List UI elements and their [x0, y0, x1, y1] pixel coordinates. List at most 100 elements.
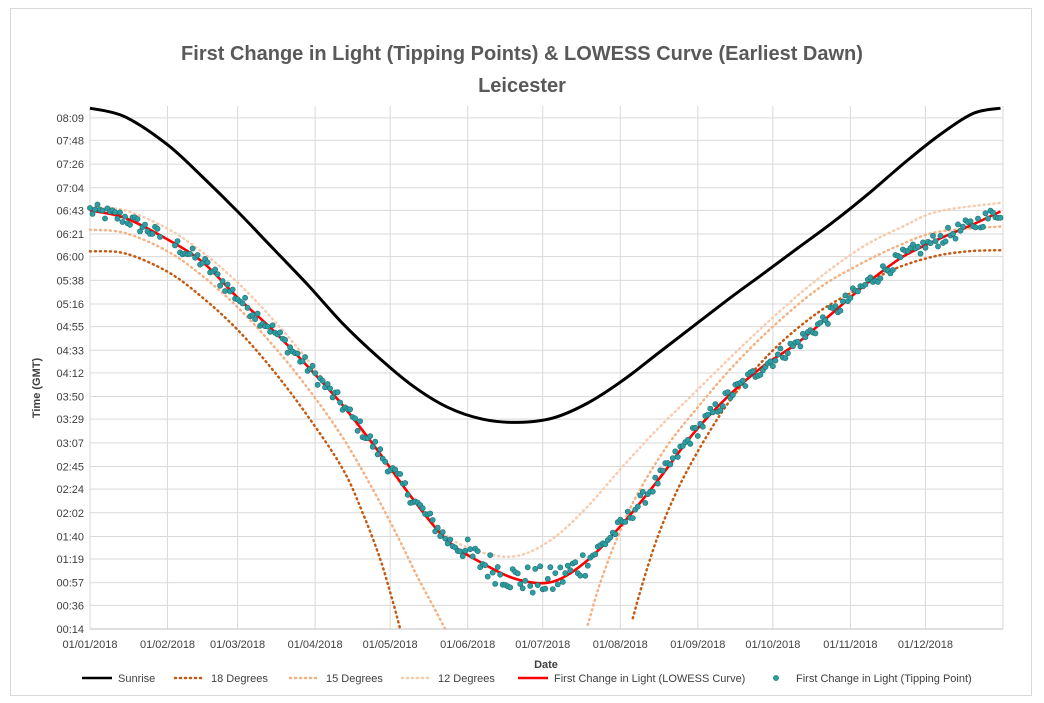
tipping-point-marker [369, 443, 376, 450]
grid-lines [89, 106, 1004, 630]
y-tick-label: 06:21 [56, 229, 84, 241]
tipping-point-marker [567, 567, 574, 573]
tipping-point-marker [552, 570, 559, 576]
tipping-point-marker [797, 343, 804, 350]
tipping-point-marker [730, 391, 736, 398]
tipping-point-marker [112, 209, 118, 216]
x-tick-label: 01/04/2018 [288, 639, 343, 651]
tipping-point-marker [474, 548, 481, 554]
tipping-point-marker [254, 310, 261, 317]
series-line-12-degrees [88, 201, 1002, 559]
tipping-point-marker [742, 383, 749, 389]
tipping-point-marker [239, 300, 246, 307]
tipping-point-marker [269, 322, 276, 329]
y-tick-label: 07:26 [56, 159, 84, 171]
tipping-point-marker [187, 250, 193, 257]
tipping-point-marker [945, 224, 951, 231]
tipping-point-marker [564, 562, 571, 569]
tipping-point-marker [775, 351, 781, 358]
tipping-point-marker [142, 221, 148, 228]
tipping-point-marker [374, 451, 381, 458]
tipping-point-marker [287, 344, 293, 351]
tipping-point-marker [972, 224, 979, 231]
tipping-point-marker [252, 316, 258, 323]
tipping-point-marker [337, 399, 343, 406]
tipping-point-marker [357, 418, 363, 425]
y-tick-label: 03:50 [56, 392, 84, 404]
tipping-point-marker [557, 564, 564, 571]
tipping-point-marker [840, 298, 846, 305]
tipping-point-marker [117, 209, 123, 216]
tipping-point-marker [867, 274, 874, 281]
tipping-point-marker [577, 572, 584, 579]
tipping-point-marker [404, 491, 411, 498]
tipping-point-marker [607, 534, 614, 541]
tipping-point-marker [980, 223, 986, 230]
x-tick-label: 01/06/2018 [440, 639, 495, 651]
tipping-point-marker [544, 576, 551, 582]
tipping-point-marker [524, 564, 531, 571]
tipping-point-marker [975, 215, 981, 222]
tipping-point-marker [960, 223, 966, 230]
y-tick-label: 05:16 [56, 299, 84, 311]
tipping-point-marker [149, 230, 156, 237]
y-tick-label: 02:24 [56, 484, 84, 496]
y-tick-label: 00:14 [56, 624, 84, 636]
series-line-sunrise [89, 106, 1001, 424]
x-tick-label: 01/10/2018 [745, 639, 800, 651]
tipping-point-marker [537, 563, 544, 570]
tipping-point-marker [955, 221, 961, 228]
tipping-point-marker [354, 427, 361, 434]
tipping-point-marker [489, 569, 496, 576]
tipping-point-marker [890, 267, 896, 273]
x-tick-label: 01/05/2018 [363, 639, 418, 651]
y-tick-label: 08:09 [56, 113, 84, 125]
tipping-point-marker [507, 584, 514, 591]
tipping-point-marker [87, 205, 93, 211]
tipping-point-marker [194, 252, 201, 258]
y-tick-label: 01:40 [56, 531, 84, 543]
tipping-point-marker [704, 411, 711, 418]
legend: Sunrise 18 Degrees 15 Degrees 12 Degrees Fir… [82, 673, 972, 685]
chart-title: First Change in Light (Tipping Points) &… [181, 43, 863, 65]
tipping-point-marker [757, 371, 764, 378]
tipping-point-marker [782, 355, 789, 361]
x-tick-label: 01/03/2018 [210, 639, 265, 651]
tipping-point-marker [950, 230, 956, 237]
x-tick-label: 01/08/2018 [593, 639, 648, 651]
tipping-point-marker [549, 586, 556, 592]
tipping-point-marker [669, 455, 676, 461]
tipping-point-marker [612, 531, 619, 538]
tipping-point-marker [214, 271, 221, 278]
tipping-point-marker [522, 577, 529, 584]
tipping-point-marker [559, 579, 566, 585]
tipping-point-marker [942, 238, 949, 245]
tipping-point-marker [687, 440, 694, 447]
y-tick-label: 03:07 [56, 438, 84, 450]
y-tick-label: 06:43 [56, 205, 84, 217]
series-line-18-degrees [88, 249, 402, 631]
y-tick-label: 04:33 [56, 345, 84, 357]
tipping-point-marker [639, 488, 646, 495]
tipping-point-marker [547, 564, 554, 571]
tipping-point-marker [372, 438, 379, 445]
chart-subtitle: Leicester [478, 75, 566, 97]
tipping-point-marker [740, 377, 746, 384]
tipping-point-marker [282, 336, 288, 343]
tipping-point-marker [719, 403, 726, 409]
tipping-point-marker [862, 281, 869, 288]
y-tick-label: 03:29 [56, 414, 84, 426]
tipping-point-marker [649, 488, 656, 495]
series-lines [88, 106, 1002, 631]
y-tick-label: 07:04 [56, 183, 84, 195]
tipping-point-marker [469, 553, 476, 560]
tipping-point-marker [654, 480, 661, 487]
tipping-point-marker [709, 409, 716, 416]
tipping-point-marker [770, 363, 776, 370]
tipping-point-marker [837, 307, 844, 314]
tipping-point-marker [294, 350, 301, 357]
tipping-point-marker [642, 499, 649, 506]
tipping-point-marker [562, 570, 569, 577]
tipping-point-marker [855, 288, 861, 295]
tipping-point-marker [367, 433, 374, 439]
